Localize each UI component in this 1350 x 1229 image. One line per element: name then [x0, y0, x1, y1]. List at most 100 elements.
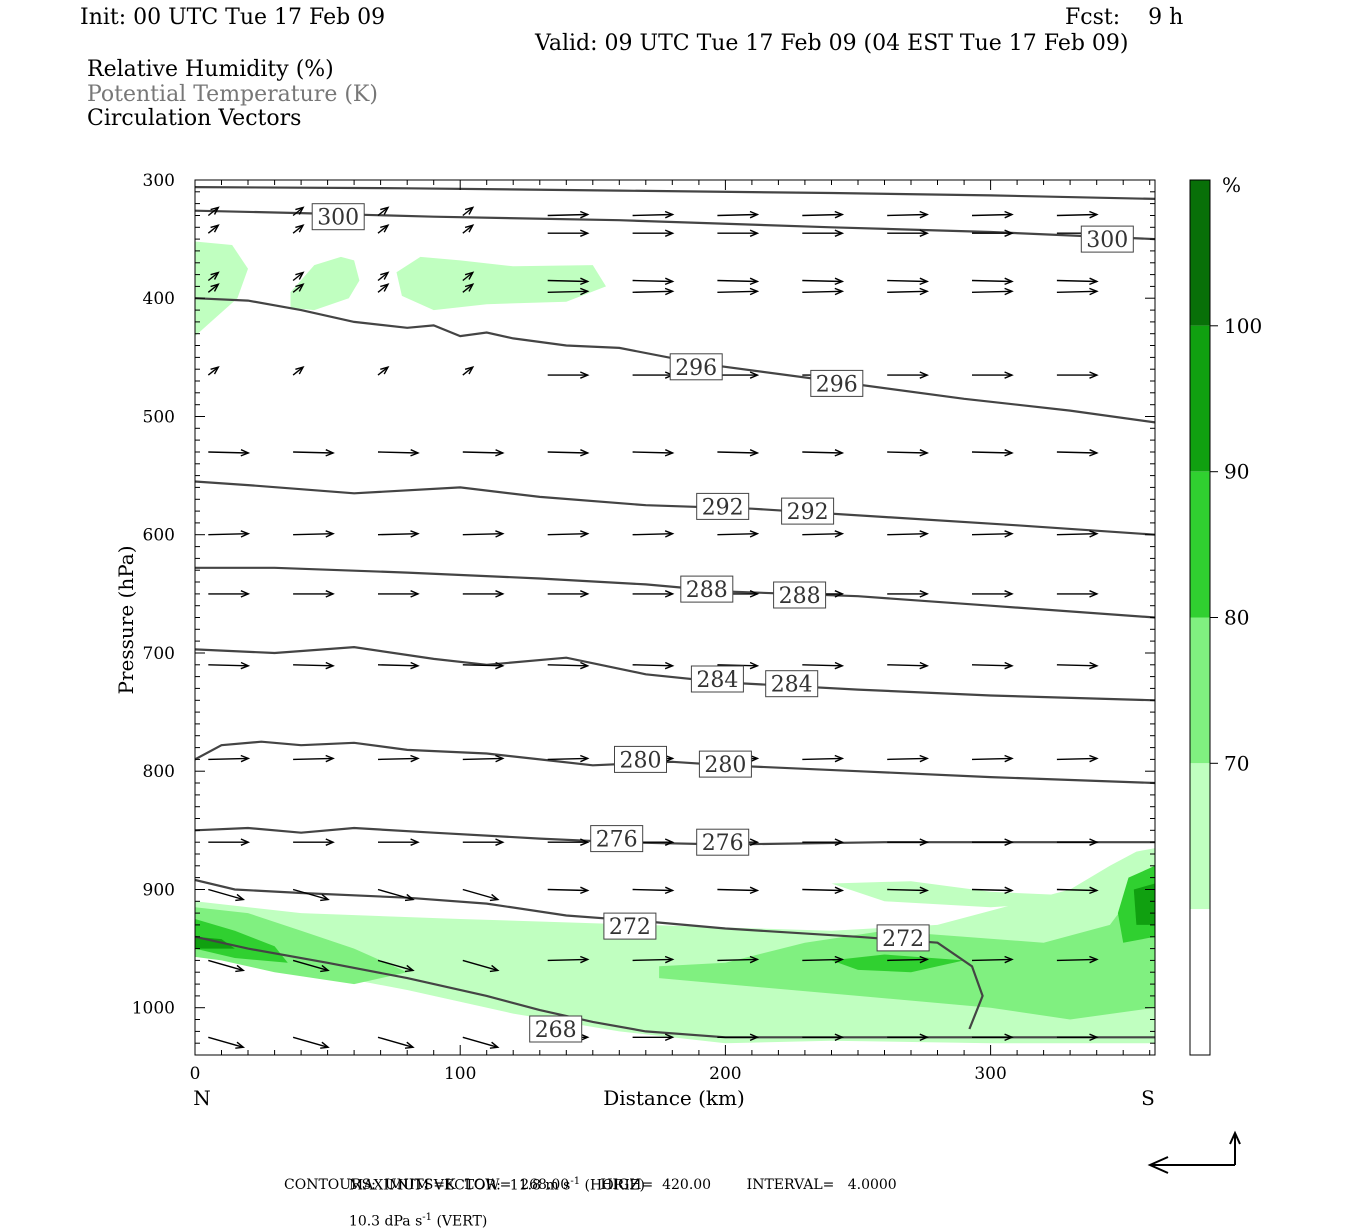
- theta-label-box: [690, 665, 744, 693]
- vector-head: [1089, 838, 1099, 846]
- vector-head: [664, 886, 675, 895]
- vector-head: [919, 1033, 929, 1042]
- vector-head: [410, 449, 420, 457]
- rh-region: [195, 907, 408, 985]
- valid-time-label: Valid: 09 UTC Tue 17 Feb 09 (04 EST Tue …: [535, 31, 1129, 56]
- x-tick-label: 0: [190, 1064, 201, 1084]
- vector-shaft: [802, 533, 843, 536]
- vector-shaft: [887, 533, 928, 536]
- colorbar-unit: %: [1222, 173, 1241, 197]
- vector-head: [325, 449, 335, 457]
- vector-head: [320, 893, 330, 902]
- vector-head: [240, 838, 251, 846]
- vector-head: [749, 754, 760, 763]
- theta-contour-280: [195, 740, 1155, 785]
- vector-shaft: [1056, 213, 1097, 217]
- vector-head: [1004, 449, 1014, 457]
- colorbar-segment: [1190, 180, 1210, 326]
- vector-head: [664, 277, 675, 286]
- y-axis-title: Pressure (hPa): [114, 546, 138, 695]
- vector-head: [664, 530, 675, 538]
- rh-region: [396, 256, 606, 311]
- vector-head: [410, 530, 420, 538]
- vector-head: [664, 449, 675, 457]
- vector-shaft: [971, 451, 1013, 454]
- vector-head: [495, 530, 505, 538]
- vector-shaft: [377, 271, 389, 282]
- vector-shaft: [293, 451, 334, 454]
- vector-shaft: [632, 213, 673, 217]
- vector-shaft: [717, 279, 758, 283]
- vector-head: [580, 754, 590, 763]
- init-label: Init: 00 UTC Tue 17 Feb 09: [80, 5, 386, 30]
- vector-shaft: [207, 206, 219, 217]
- vector-shaft: [802, 664, 843, 667]
- vector-shaft: [632, 451, 673, 454]
- vector-head: [749, 277, 760, 286]
- y-tick-label: 1000: [132, 999, 175, 1019]
- vector-shaft: [377, 757, 419, 761]
- vector-head: [325, 590, 335, 598]
- vector-head: [380, 271, 390, 280]
- vector-head: [834, 838, 845, 846]
- vector-shaft: [971, 290, 1013, 293]
- theta-label-box: [810, 369, 864, 397]
- vector-head: [749, 590, 760, 598]
- vector-shaft: [462, 757, 503, 761]
- vector-head: [489, 964, 500, 973]
- vector-shaft: [887, 888, 928, 892]
- vector-head: [464, 206, 475, 215]
- vector-head: [834, 661, 845, 670]
- vector-shaft: [462, 283, 474, 293]
- vector-head: [749, 886, 760, 895]
- vector-head: [834, 1033, 845, 1042]
- vector-head: [919, 886, 930, 895]
- vector-shaft: [377, 366, 389, 376]
- vector-shaft: [887, 757, 928, 761]
- vector-shaft: [547, 290, 588, 293]
- theta-label: 296: [816, 372, 858, 397]
- vector-shaft: [462, 533, 503, 536]
- x-tick-label: 100: [444, 1064, 476, 1084]
- vector-head: [210, 224, 220, 233]
- vector-head: [489, 893, 500, 902]
- vector-shaft: [1056, 533, 1097, 536]
- vector-shaft: [292, 888, 329, 901]
- vector-shaft: [1056, 958, 1097, 962]
- vector-head: [1089, 754, 1099, 763]
- vector-shaft: [547, 888, 588, 892]
- rh-region: [195, 241, 248, 337]
- vector-head: [834, 886, 845, 895]
- vector-shaft: [717, 958, 758, 962]
- theta-label: 276: [702, 831, 744, 856]
- vector-head: [919, 210, 929, 219]
- vector-shaft: [547, 213, 588, 217]
- vector-shaft: [547, 279, 588, 283]
- vector-shaft: [971, 757, 1013, 761]
- y-tick-label: 700: [143, 644, 175, 664]
- vector-head: [380, 365, 390, 375]
- circulation-vectors: [207, 206, 1099, 1049]
- vector-head: [325, 661, 335, 670]
- theta-label: 288: [779, 584, 821, 609]
- vector-shaft: [632, 290, 673, 293]
- vector-shaft: [292, 366, 304, 376]
- vector-shaft: [802, 213, 843, 217]
- vector-shaft: [208, 451, 249, 454]
- vector-head: [1089, 287, 1099, 296]
- vector-shaft: [547, 533, 588, 536]
- vector-head: [240, 590, 251, 598]
- theta-label-box: [773, 581, 827, 609]
- vector-head: [1004, 371, 1014, 379]
- vector-shaft: [462, 224, 474, 234]
- vector-shaft: [292, 224, 304, 234]
- vector-head: [580, 955, 590, 964]
- theta-contour-268: [195, 935, 1155, 1039]
- vector-head: [495, 838, 505, 846]
- vector-head: [235, 1041, 246, 1049]
- vector-shaft: [632, 958, 673, 962]
- vector-head: [240, 530, 251, 538]
- rh-region: [831, 881, 1084, 908]
- vector-head: [1089, 661, 1099, 670]
- vector-head: [295, 206, 305, 215]
